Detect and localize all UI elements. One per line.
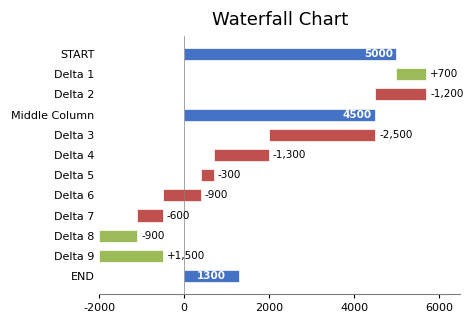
Text: 1300: 1300: [197, 271, 226, 281]
Bar: [163, 189, 201, 202]
Text: -900: -900: [205, 190, 228, 200]
Text: -900: -900: [141, 231, 164, 241]
Text: 4500: 4500: [343, 110, 372, 120]
Bar: [99, 250, 163, 262]
Bar: [184, 270, 239, 282]
Text: -1,200: -1,200: [430, 89, 464, 99]
Text: +700: +700: [430, 69, 458, 79]
Bar: [375, 88, 426, 100]
Text: +1,500: +1,500: [167, 251, 205, 261]
Bar: [214, 149, 269, 161]
Bar: [137, 209, 163, 222]
Bar: [269, 129, 375, 141]
Bar: [201, 169, 214, 181]
Text: -1,300: -1,300: [273, 150, 306, 160]
Bar: [99, 230, 137, 242]
Title: Waterfall Chart: Waterfall Chart: [211, 11, 348, 29]
Text: 5000: 5000: [364, 49, 393, 59]
Bar: [184, 109, 375, 121]
Text: -2,500: -2,500: [379, 130, 412, 140]
Bar: [184, 48, 396, 60]
Text: -600: -600: [167, 211, 190, 221]
Bar: [396, 68, 426, 80]
Text: -300: -300: [218, 170, 241, 180]
